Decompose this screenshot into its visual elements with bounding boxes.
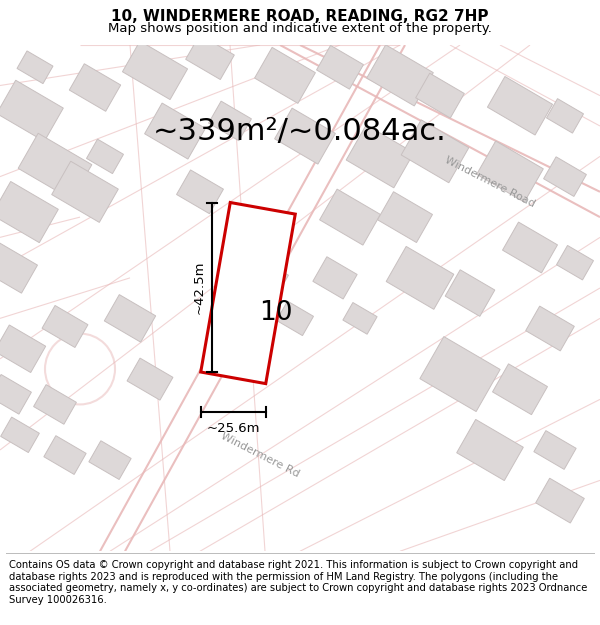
Polygon shape <box>547 99 583 133</box>
Polygon shape <box>377 192 433 242</box>
Polygon shape <box>346 125 414 188</box>
Polygon shape <box>536 478 584 523</box>
Polygon shape <box>386 246 454 309</box>
Polygon shape <box>34 384 76 424</box>
Polygon shape <box>254 48 316 103</box>
Text: ~339m²/~0.084ac.: ~339m²/~0.084ac. <box>153 116 447 146</box>
Polygon shape <box>104 294 155 342</box>
Polygon shape <box>145 103 205 159</box>
Polygon shape <box>86 139 124 174</box>
Polygon shape <box>1 417 40 452</box>
Polygon shape <box>52 161 118 222</box>
Polygon shape <box>201 202 295 384</box>
Polygon shape <box>526 306 574 351</box>
Polygon shape <box>185 35 235 79</box>
Polygon shape <box>275 108 335 164</box>
Polygon shape <box>209 101 251 141</box>
Polygon shape <box>457 419 523 481</box>
Text: ~42.5m: ~42.5m <box>192 261 205 314</box>
Polygon shape <box>44 436 86 474</box>
Polygon shape <box>476 141 544 202</box>
Polygon shape <box>557 246 593 280</box>
Polygon shape <box>503 222 557 273</box>
Text: Map shows position and indicative extent of the property.: Map shows position and indicative extent… <box>108 22 492 35</box>
Polygon shape <box>367 45 433 106</box>
Text: 10, WINDERMERE ROAD, READING, RG2 7HP: 10, WINDERMERE ROAD, READING, RG2 7HP <box>111 9 489 24</box>
Polygon shape <box>445 270 495 316</box>
Text: 10: 10 <box>259 300 293 326</box>
Polygon shape <box>0 325 46 372</box>
Polygon shape <box>0 181 58 243</box>
Polygon shape <box>89 441 131 479</box>
Polygon shape <box>277 301 313 336</box>
Polygon shape <box>534 431 576 469</box>
Polygon shape <box>42 306 88 348</box>
Text: Windermere Rd: Windermere Rd <box>219 431 301 479</box>
Polygon shape <box>242 256 289 300</box>
Polygon shape <box>317 46 364 89</box>
Text: Contains OS data © Crown copyright and database right 2021. This information is : Contains OS data © Crown copyright and d… <box>9 560 587 605</box>
Polygon shape <box>70 64 121 111</box>
Polygon shape <box>416 73 464 118</box>
Polygon shape <box>313 257 357 299</box>
Polygon shape <box>401 120 469 182</box>
Polygon shape <box>17 51 53 84</box>
Polygon shape <box>420 337 500 411</box>
Polygon shape <box>0 80 64 141</box>
Polygon shape <box>320 189 380 245</box>
Polygon shape <box>0 374 31 414</box>
Polygon shape <box>127 358 173 400</box>
Polygon shape <box>343 302 377 334</box>
Text: ~25.6m: ~25.6m <box>206 422 260 435</box>
Polygon shape <box>18 133 92 200</box>
Polygon shape <box>176 170 223 214</box>
Polygon shape <box>544 157 586 196</box>
Polygon shape <box>493 364 547 414</box>
Text: Windermere Road: Windermere Road <box>443 154 537 209</box>
Polygon shape <box>487 76 553 135</box>
Polygon shape <box>0 242 37 293</box>
Polygon shape <box>122 41 188 99</box>
